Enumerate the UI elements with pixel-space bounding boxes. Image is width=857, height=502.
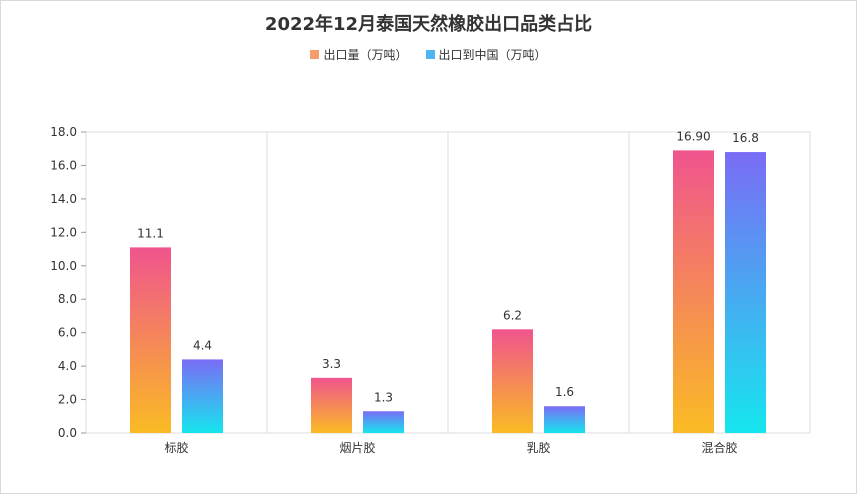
bar-export [492,329,533,433]
bar-export [311,377,352,433]
y-tick-label: 0.0 [58,426,77,440]
y-tick-label: 6.0 [58,326,77,340]
data-label: 11.1 [137,226,164,240]
bar-china [725,152,766,434]
data-label: 6.2 [503,308,522,322]
data-label: 4.4 [193,338,212,352]
chart-title: 2022年12月泰国天然橡胶出口品类占比 [264,14,593,35]
y-tick-label: 8.0 [58,292,77,306]
x-tick-label: 烟片胶 [339,440,375,455]
bar-china [363,411,404,433]
legend-label-china: 出口到中国（万吨） [438,48,547,62]
legend-item-export[interactable]: 出口量（万吨） [310,46,408,63]
x-tick-label: 标胶 [164,440,188,455]
x-tick-label: 乳胶 [526,440,550,455]
x-tick-label: 混合胶 [701,440,737,455]
data-label: 16.8 [732,131,759,145]
bar-export [673,150,714,433]
data-label: 1.3 [374,390,393,404]
y-tick-label: 18.0 [50,125,77,139]
bar-china [182,359,223,433]
bar-export [130,247,171,433]
legend-swatch-china [425,50,435,59]
legend-item-china[interactable]: 出口到中国（万吨） [425,46,547,63]
legend-swatch-export [310,50,320,59]
data-label: 16.90 [676,129,710,143]
data-label: 1.6 [555,385,574,399]
bar-china [544,406,585,433]
y-tick-label: 16.0 [50,158,77,172]
legend-label-export: 出口量（万吨） [323,48,408,62]
y-tick-label: 10.0 [50,259,77,273]
y-tick-label: 4.0 [58,359,77,373]
y-tick-label: 14.0 [50,192,77,206]
chart-legend: 出口量（万吨） 出口到中国（万吨） [0,46,857,63]
y-tick-label: 2.0 [58,393,77,407]
data-label: 3.3 [322,357,341,371]
y-tick-label: 12.0 [50,225,77,239]
